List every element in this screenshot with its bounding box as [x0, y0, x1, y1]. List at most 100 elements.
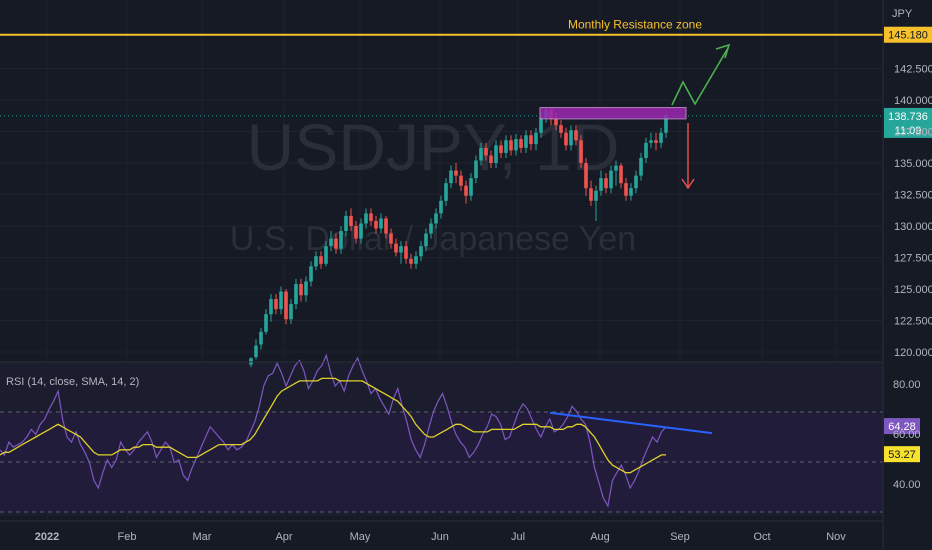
candle-body	[654, 140, 658, 143]
candle	[569, 125, 573, 151]
candle-body	[514, 139, 518, 151]
candle	[519, 135, 523, 153]
candle	[364, 208, 368, 229]
candle	[269, 294, 273, 322]
candle-body	[404, 246, 408, 259]
rsi-axis[interactable]: 80.00 60.00 40.00	[893, 379, 921, 491]
candle	[354, 220, 358, 244]
candle-body	[309, 266, 313, 282]
candle-body	[394, 243, 398, 253]
candle-body	[629, 188, 633, 196]
candle-body	[349, 215, 353, 226]
candle	[654, 132, 658, 151]
candle	[419, 241, 423, 262]
resistance-price-tag	[884, 26, 932, 43]
rsi-sma-value-tag	[884, 446, 920, 463]
candle-body	[294, 283, 298, 305]
candle	[469, 173, 473, 201]
rsi-series	[0, 353, 667, 508]
price-tick-label: 127.500	[894, 253, 932, 265]
candle	[464, 180, 468, 204]
price-tick-label: 137.500	[894, 127, 932, 139]
rsi-tick-label: 40.00	[893, 479, 921, 491]
countdown-label: 11:09	[895, 125, 922, 137]
candle-body	[434, 213, 438, 224]
candle-body	[469, 178, 473, 196]
candle-body	[289, 304, 293, 320]
candle	[284, 289, 288, 325]
candle-body	[504, 140, 508, 153]
candle	[279, 286, 283, 315]
candle	[634, 170, 638, 194]
bullish-arrow-head	[715, 43, 731, 59]
candle	[494, 140, 498, 169]
candle	[444, 178, 448, 206]
candle-body	[389, 233, 393, 244]
candle	[609, 165, 613, 194]
candle-body	[484, 147, 488, 156]
time-tick-label: Oct	[753, 531, 770, 543]
candle	[309, 261, 313, 287]
price-tick-label: 125.000	[894, 284, 932, 296]
time-axis[interactable]: 2022 Feb Mar Apr May Jun Jul Aug Sep Oct Nov	[35, 531, 847, 543]
candle	[314, 251, 318, 271]
bearish-divergence-line	[549, 411, 713, 435]
time-tick-label: Mar	[193, 531, 212, 543]
candle	[449, 165, 453, 189]
candle-body	[379, 218, 383, 229]
candle	[264, 309, 268, 335]
candle	[514, 134, 518, 156]
candle	[299, 278, 303, 302]
candle-body	[569, 130, 573, 146]
candle	[614, 160, 618, 186]
candle-body	[519, 139, 523, 148]
candle-body	[429, 223, 433, 234]
time-tick-label: Jun	[431, 531, 449, 543]
watermark-description: U.S. Dollar / Japanese Yen	[230, 220, 636, 258]
candle	[294, 278, 298, 310]
candle-body	[619, 165, 623, 184]
candle-body	[334, 238, 338, 249]
candle-body	[304, 281, 308, 296]
candle	[369, 208, 373, 226]
resistance-label: Monthly Resistance zone	[568, 18, 702, 32]
candle	[639, 152, 643, 181]
candle	[589, 180, 593, 206]
candle-body	[279, 291, 283, 310]
candle-body	[524, 135, 528, 148]
candle	[349, 208, 353, 232]
candle	[409, 253, 413, 269]
candle	[259, 328, 263, 350]
candle	[499, 140, 503, 158]
candle-body	[539, 117, 543, 133]
price-axis[interactable]: 120.000 122.500 125.000 127.500 130.000 132.5…	[894, 64, 932, 360]
candle	[489, 150, 493, 169]
candle	[389, 228, 393, 249]
candle-body	[414, 256, 418, 264]
candle-body	[284, 291, 288, 320]
candle	[254, 339, 258, 360]
price-tick-label: 130.000	[894, 221, 932, 233]
candle	[424, 228, 428, 252]
candle	[404, 241, 408, 264]
candle	[459, 170, 463, 191]
candle-body	[319, 256, 323, 264]
candle-body	[499, 145, 503, 153]
rsi-indicator-legend[interactable]: RSI (14, close, SMA, 14, 2)	[6, 376, 139, 388]
candle	[434, 208, 438, 229]
candle-body	[564, 132, 568, 146]
candle-body	[459, 175, 463, 186]
candle-body	[559, 125, 563, 133]
current-price-tag	[884, 107, 932, 138]
time-tick-label: Jul	[511, 531, 525, 543]
price-tick-label: 142.500	[894, 64, 932, 76]
candle-body	[359, 223, 363, 239]
candle	[334, 233, 338, 254]
time-tick-label: Nov	[826, 531, 846, 543]
candle	[594, 185, 598, 221]
time-tick-label: May	[350, 531, 371, 543]
candle-body	[399, 246, 403, 253]
candle-body	[574, 130, 578, 141]
candle-body	[624, 183, 628, 196]
